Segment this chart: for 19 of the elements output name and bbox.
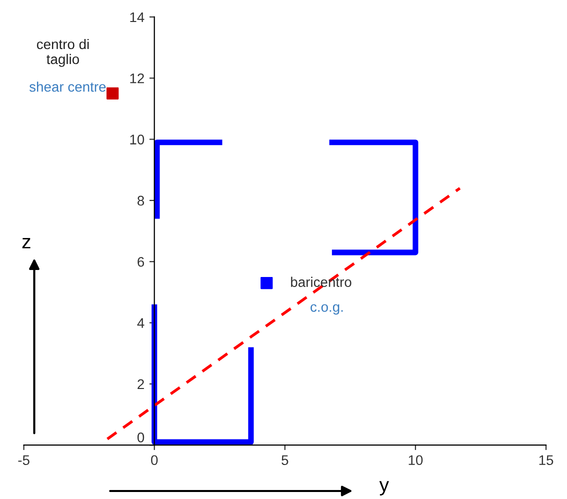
y-tick-label: 2 [138,379,144,389]
annotation: baricentro [291,276,352,287]
annotation: shear centre [29,82,106,92]
y-tick-label: 4 [137,318,144,328]
y-tick-label: 0 [137,432,144,442]
y-tick-label: 8 [138,196,144,206]
annotation: centro di taglio [36,38,89,67]
x-tick-label: 10 [408,455,423,466]
y-axis-title: z [22,238,30,248]
x-tick-label: -5 [18,455,30,466]
x-tick-label: 0 [151,455,158,466]
x-tick-label: 15 [539,455,554,466]
y-tick-label: 14 [130,12,144,22]
y-tick-label: 6 [138,256,144,267]
x-axis-title: y [379,481,389,496]
x-tick-label: 5 [282,455,288,466]
y-tick-label: 10 [130,134,144,144]
annotation: c.o.g. [310,304,343,315]
y-tick-label: 12 [130,73,144,84]
